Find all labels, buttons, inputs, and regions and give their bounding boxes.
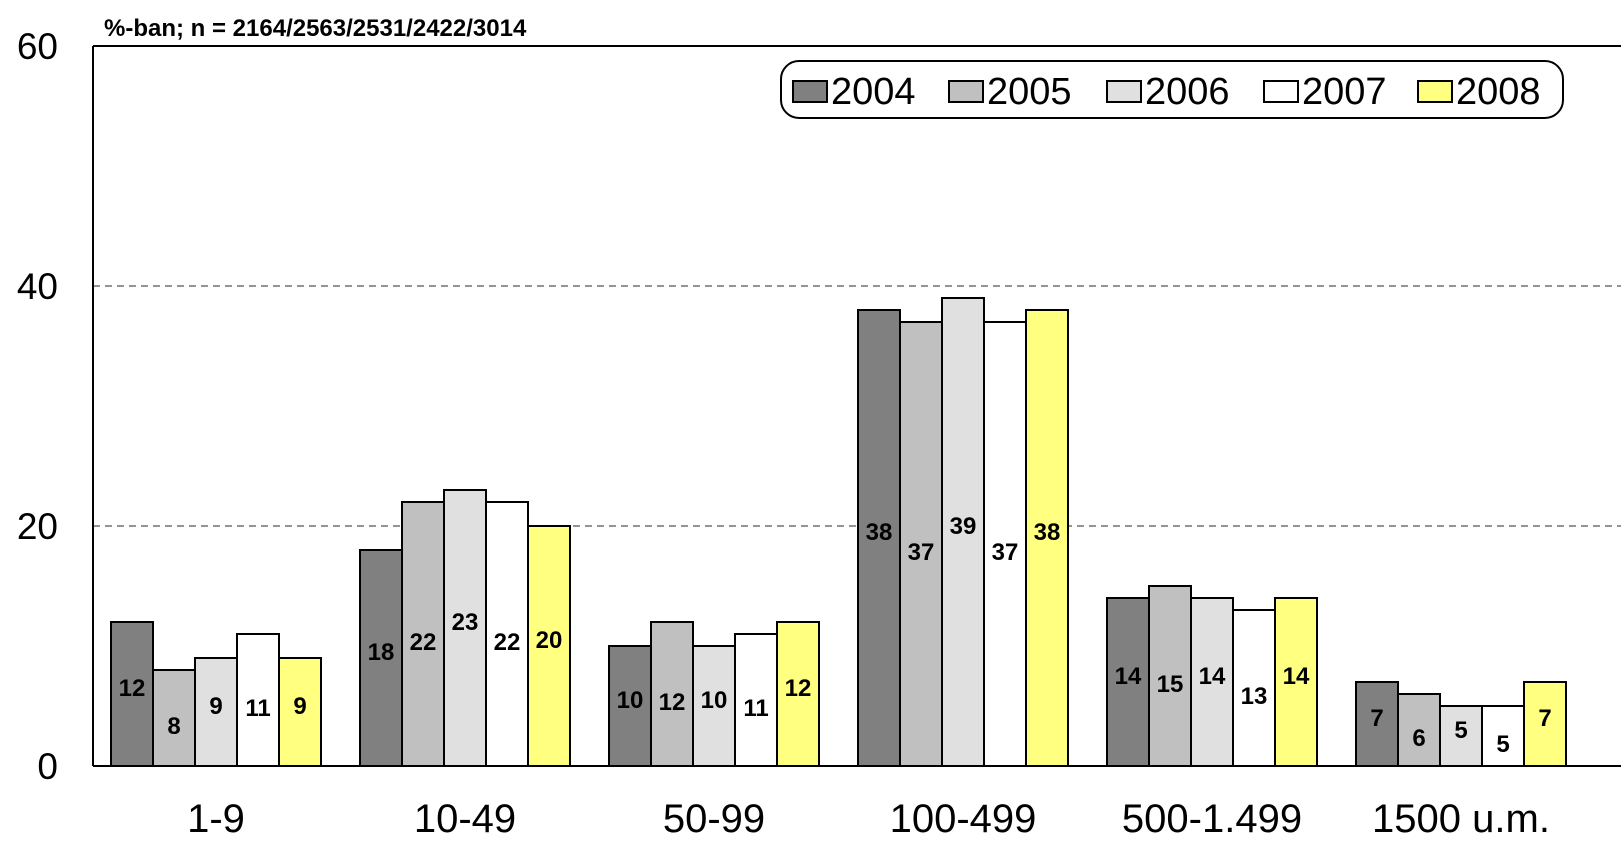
legend-label: 2005 (987, 71, 1072, 113)
legend-swatch (1417, 80, 1453, 103)
y-tick-label: 40 (17, 266, 58, 307)
bar (776, 621, 820, 767)
x-category-label: 50-99 (663, 797, 765, 841)
x-category-label: 1-9 (187, 797, 245, 841)
data-labels-group: 12 8 9 11 9 18 22 23 22 20 10 12 10 11 12 38 37 39 37 38 14 1… (119, 513, 1552, 758)
bar (1397, 693, 1441, 767)
bar (485, 501, 529, 767)
data-label: 10 (701, 687, 728, 714)
x-category-label: 100-499 (890, 797, 1037, 841)
data-label: 37 (992, 539, 1019, 566)
data-label: 14 (1199, 663, 1226, 690)
legend-swatch (1263, 80, 1299, 103)
data-label: 14 (1115, 663, 1142, 690)
chart-subtitle: %-ban; n = 2164/2563/2531/2422/3014 (104, 15, 527, 42)
legend-label: 2004 (831, 71, 916, 113)
legend-label: 2006 (1145, 71, 1230, 113)
bar (1190, 597, 1234, 767)
legend-box (780, 60, 1564, 119)
axes: 0 20 40 60 1-9 10-49 50-99 100-499 500-1.499 1500… (17, 26, 1621, 841)
data-label: 11 (743, 695, 768, 722)
data-label: 12 (659, 689, 686, 716)
data-label: 23 (452, 609, 479, 636)
data-label: 22 (410, 629, 437, 656)
data-label: 5 (1496, 731, 1509, 758)
x-category-label: 500-1.499 (1122, 797, 1302, 841)
data-label: 6 (1412, 725, 1425, 752)
y-tick-label: 0 (37, 746, 58, 787)
y-tick-label: 20 (17, 506, 58, 547)
grid-lines (93, 285, 1621, 527)
data-label: 13 (1241, 683, 1268, 710)
data-label: 38 (1034, 519, 1061, 546)
data-label: 37 (908, 539, 935, 566)
data-label: 7 (1370, 705, 1383, 732)
legend: 2004 2005 2006 2007 2008 (780, 60, 1564, 119)
legend-swatch (792, 80, 828, 103)
bar (236, 633, 280, 767)
bar (401, 501, 445, 767)
data-label: 9 (209, 693, 222, 720)
data-label: 8 (167, 713, 180, 740)
data-label: 9 (293, 693, 306, 720)
data-label: 38 (866, 519, 893, 546)
data-label: 18 (368, 639, 395, 666)
bar (443, 489, 487, 767)
bar (899, 321, 943, 767)
data-label: 20 (536, 627, 563, 654)
bar (608, 645, 652, 767)
data-label: 5 (1454, 717, 1467, 744)
legend-label: 2008 (1456, 71, 1541, 113)
bar (1025, 309, 1069, 767)
data-label: 12 (119, 675, 146, 702)
bar (1148, 585, 1192, 767)
data-label: 15 (1157, 671, 1184, 698)
data-label: 7 (1538, 705, 1551, 732)
bar (650, 621, 694, 767)
bar (857, 309, 901, 767)
x-category-label: 1500 u.m. (1372, 797, 1550, 841)
x-category-label: 10-49 (414, 797, 516, 841)
legend-label: 2007 (1302, 71, 1387, 113)
bar (1355, 681, 1399, 767)
data-label: 22 (494, 629, 521, 656)
data-label: 14 (1283, 663, 1310, 690)
bar (1523, 681, 1567, 767)
data-label: 10 (617, 687, 644, 714)
bars-group (110, 297, 1567, 767)
bar (359, 549, 403, 767)
data-label: 11 (245, 695, 270, 722)
data-label: 12 (785, 675, 812, 702)
legend-swatch (1106, 80, 1142, 103)
y-tick-label: 60 (17, 26, 58, 67)
legend-swatch (948, 80, 984, 103)
data-label: 39 (950, 513, 977, 540)
